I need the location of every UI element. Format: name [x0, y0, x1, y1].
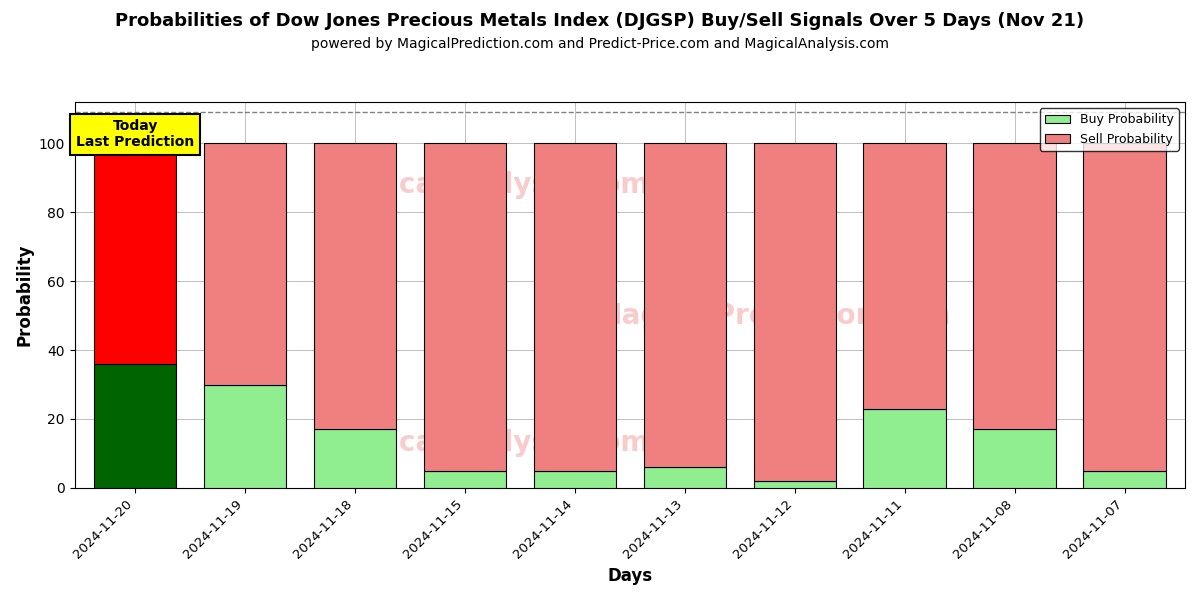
Bar	[1084, 470, 1165, 488]
Bar	[643, 143, 726, 467]
Bar	[424, 143, 506, 470]
Text: Probabilities of Dow Jones Precious Metals Index (DJGSP) Buy/Sell Signals Over 5: Probabilities of Dow Jones Precious Meta…	[115, 12, 1085, 30]
Bar	[754, 143, 836, 481]
Bar	[754, 481, 836, 488]
Bar	[973, 143, 1056, 430]
Legend: Buy Probability, Sell Probability: Buy Probability, Sell Probability	[1040, 108, 1178, 151]
Text: Today
Last Prediction: Today Last Prediction	[76, 119, 194, 149]
Text: MagicalAnalysis.com: MagicalAnalysis.com	[324, 429, 650, 457]
Bar	[313, 143, 396, 430]
Bar	[864, 143, 946, 409]
Bar	[1084, 143, 1165, 470]
Bar	[204, 143, 287, 385]
Text: MagicalPrediction.com: MagicalPrediction.com	[594, 302, 950, 329]
Bar	[94, 143, 176, 364]
Bar	[643, 467, 726, 488]
Bar	[94, 364, 176, 488]
Bar	[534, 470, 616, 488]
Bar	[424, 470, 506, 488]
Y-axis label: Probability: Probability	[16, 244, 34, 346]
Bar	[313, 430, 396, 488]
Bar	[864, 409, 946, 488]
Bar	[534, 143, 616, 470]
X-axis label: Days: Days	[607, 567, 653, 585]
Text: MagicalAnalysis.com: MagicalAnalysis.com	[324, 170, 650, 199]
Text: powered by MagicalPrediction.com and Predict-Price.com and MagicalAnalysis.com: powered by MagicalPrediction.com and Pre…	[311, 37, 889, 51]
Bar	[973, 430, 1056, 488]
Bar	[204, 385, 287, 488]
